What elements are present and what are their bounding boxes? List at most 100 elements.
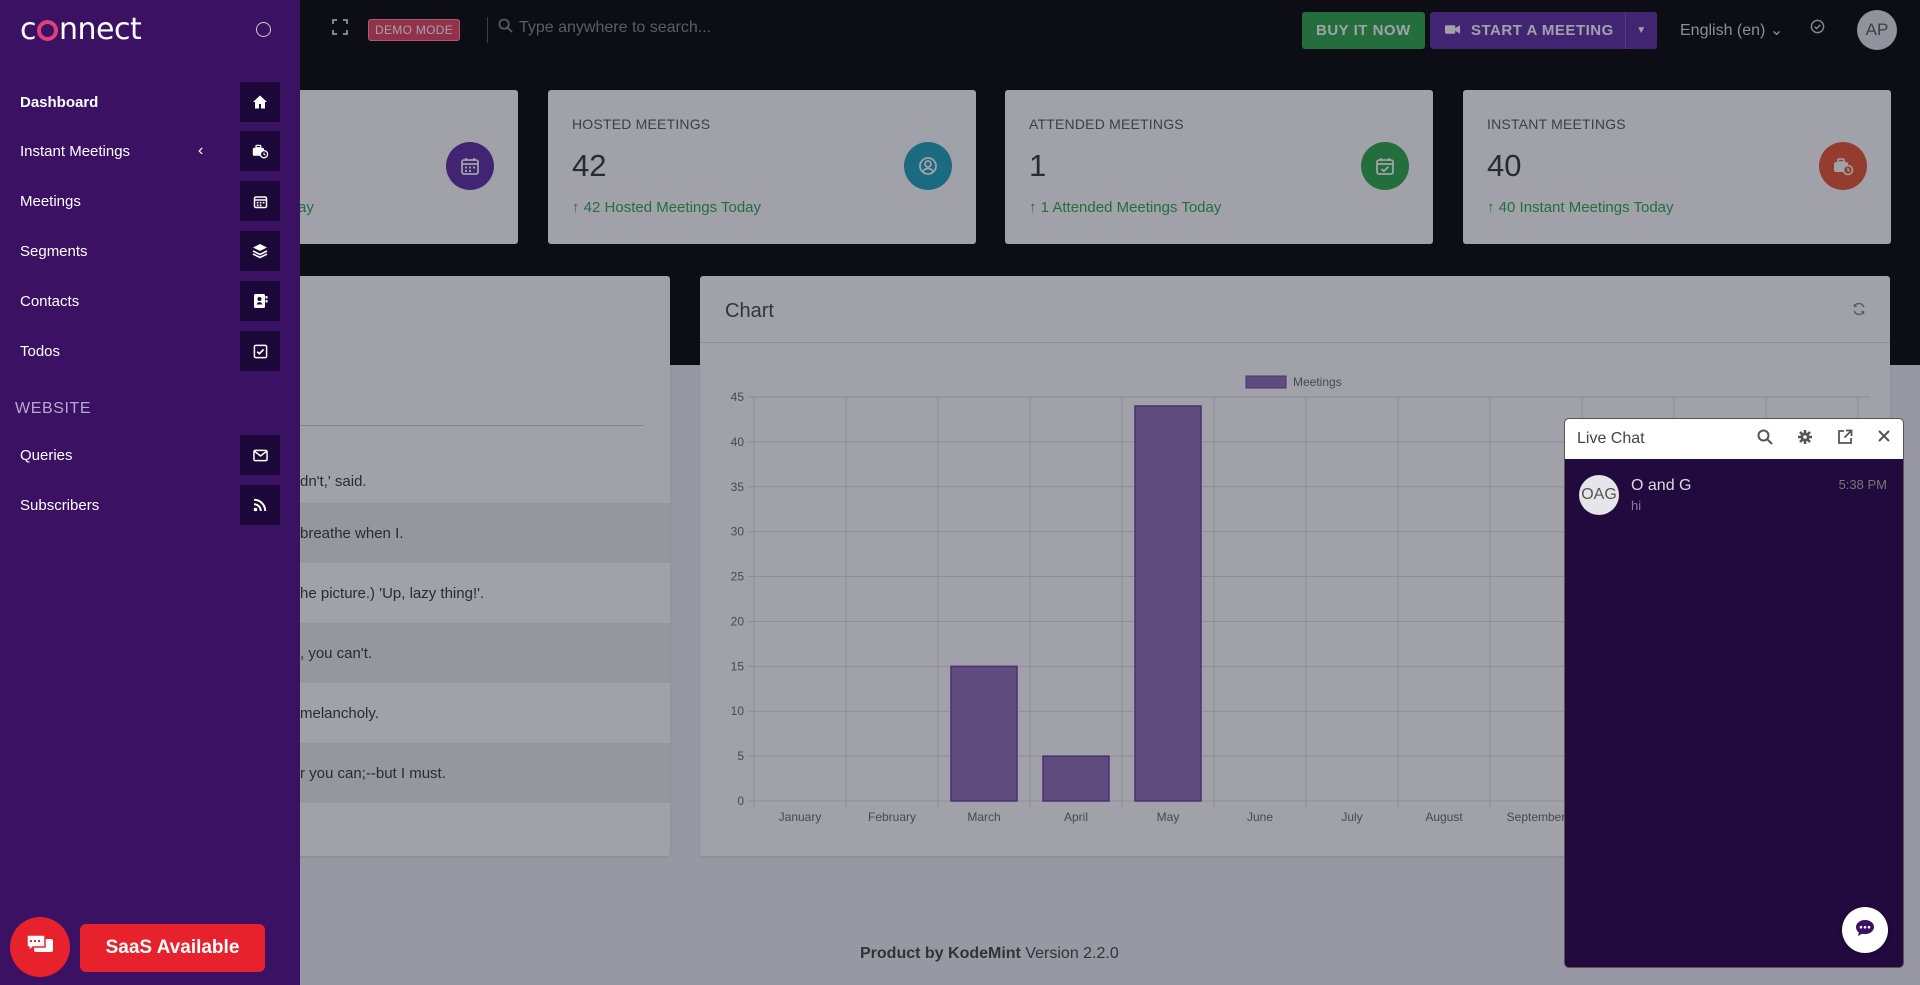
divider — [300, 425, 644, 426]
close-icon[interactable] — [1877, 429, 1891, 448]
layers-icon — [240, 231, 280, 271]
stat-trend: ↑ 42 Hosted Meetings Today — [572, 199, 762, 216]
saas-available-button[interactable]: SaaS Available — [80, 924, 265, 972]
start-meeting-label: START A MEETING — [1471, 22, 1614, 39]
footer: Product by KodeMint Version 2.2.0 — [860, 945, 1119, 963]
divider — [700, 342, 1890, 343]
fullscreen-icon[interactable] — [332, 19, 348, 40]
external-link-icon[interactable] — [1837, 429, 1853, 450]
stat-trend: ↑ 40 Instant Meetings Today — [1487, 199, 1674, 216]
sidebar-section-website: WEBSITE — [15, 400, 92, 417]
list-item[interactable]: r you can;--but I must. — [300, 743, 670, 803]
check-circle-icon[interactable] — [1810, 19, 1825, 39]
instant-meeting-icon — [240, 131, 280, 171]
gear-icon[interactable] — [1797, 429, 1813, 450]
divider — [487, 17, 488, 43]
instant-meeting-icon — [1819, 142, 1867, 190]
language-label: English (en) — [1680, 22, 1766, 39]
chart-card-title: Chart — [725, 300, 774, 322]
stat-trend-text: 40 Instant Meetings Today — [1498, 199, 1674, 216]
y-tick-label: 10 — [731, 704, 745, 718]
sidebar-item-queries[interactable]: Queries — [0, 435, 300, 475]
live-chat-panel: Live Chat OAG O and G hi 5:38 PM — [1564, 418, 1904, 968]
stat-label: HOSTED MEETINGS — [572, 116, 711, 132]
x-tick-label: August — [1425, 810, 1463, 824]
language-selector[interactable]: English (en) ⌄ — [1680, 20, 1783, 40]
list-item[interactable]: , you can't. — [300, 623, 670, 683]
demo-mode-badge: DEMO MODE — [368, 19, 461, 41]
list-item[interactable]: breathe when I. — [300, 503, 670, 563]
list-item[interactable]: melancholy. — [300, 705, 379, 722]
y-tick-label: 0 — [737, 794, 744, 808]
sidebar-toggle-icon[interactable] — [256, 22, 271, 37]
user-avatar[interactable]: AP — [1857, 10, 1897, 50]
list-item[interactable]: he picture.) 'Up, lazy thing!'. — [300, 585, 485, 602]
search-icon[interactable] — [1757, 429, 1773, 450]
sidebar-item-instant-meetings[interactable]: Instant Meetings ‹ — [0, 131, 300, 171]
stat-label: ATTENDED MEETINGS — [1029, 116, 1184, 132]
y-tick-label: 45 — [731, 390, 745, 404]
stat-card-instant: INSTANT MEETINGS 40 ↑ 40 Instant Meeting… — [1463, 90, 1891, 244]
stat-trend-text: 1 Attended Meetings Today — [1040, 199, 1222, 216]
refresh-icon[interactable] — [1852, 302, 1866, 319]
chat-icon — [1855, 919, 1875, 942]
search-icon — [498, 18, 513, 38]
sidebar-item-label: Segments — [20, 242, 88, 260]
calendar-check-icon — [1361, 142, 1409, 190]
new-chat-button[interactable] — [1842, 907, 1888, 953]
stat-value: 40 — [1487, 148, 1522, 183]
sidebar: c nnect Dashboard Instant Meetings ‹ Meet… — [0, 0, 300, 985]
live-chat-header: Live Chat — [1565, 419, 1903, 459]
start-meeting-button[interactable]: START A MEETING ▼ — [1430, 12, 1657, 49]
sidebar-item-label: Queries — [20, 446, 73, 464]
stat-trend-text: 42 Hosted Meetings Today — [583, 199, 762, 216]
instant-meeting-icon — [1444, 22, 1461, 40]
sidebar-item-label: Subscribers — [20, 496, 100, 514]
chevron-left-icon: ‹ — [198, 142, 204, 159]
y-tick-label: 5 — [737, 749, 744, 763]
envelope-icon — [240, 435, 280, 475]
footer-brand[interactable]: Product by KodeMint — [860, 945, 1021, 962]
x-tick-label: April — [1064, 810, 1088, 824]
sidebar-item-contacts[interactable]: Contacts — [0, 281, 300, 321]
stat-card-hosted: HOSTED MEETINGS 42 ↑ 42 Hosted Meetings … — [548, 90, 976, 244]
stat-trend: ay — [298, 199, 314, 216]
list-item[interactable]: dn't,' said. — [300, 473, 367, 490]
sidebar-item-meetings[interactable]: Meetings — [0, 181, 300, 221]
x-tick-label: February — [868, 810, 916, 824]
search-input[interactable] — [519, 19, 819, 37]
y-tick-label: 30 — [731, 525, 745, 539]
chat-bubble-button[interactable] — [10, 917, 70, 977]
stat-value: 1 — [1029, 148, 1047, 183]
y-tick-label: 35 — [731, 480, 745, 494]
avatar: OAG — [1579, 475, 1619, 515]
x-tick-label: July — [1341, 810, 1362, 824]
chat-conversation-item[interactable]: OAG O and G hi 5:38 PM — [1579, 475, 1895, 519]
legend-label: Meetings — [1293, 375, 1342, 389]
chat-contact-name: O and G — [1631, 477, 1692, 494]
sidebar-item-label: Todos — [20, 342, 61, 360]
caret-down-icon[interactable]: ▼ — [1625, 12, 1657, 49]
stat-card-attended: ATTENDED MEETINGS 1 ↑ 1 Attended Meeting… — [1005, 90, 1433, 244]
sidebar-item-todos[interactable]: Todos — [0, 331, 300, 371]
chat-timestamp: 5:38 PM — [1838, 477, 1887, 492]
sidebar-item-dashboard[interactable]: Dashboard — [0, 82, 300, 122]
buy-it-now-button[interactable]: BUY IT NOW — [1302, 12, 1425, 49]
sidebar-item-subscribers[interactable]: Subscribers — [0, 485, 300, 525]
y-tick-label: 40 — [731, 435, 745, 449]
x-tick-label: March — [967, 810, 1000, 824]
chat-last-message: hi — [1631, 498, 1642, 513]
sidebar-item-segments[interactable]: Segments — [0, 231, 300, 271]
x-tick-label: June — [1247, 810, 1273, 824]
brand-logo[interactable]: c nnect — [20, 12, 142, 47]
sidebar-item-label: Instant Meetings — [20, 142, 131, 160]
y-tick-label: 15 — [731, 659, 745, 673]
home-icon — [240, 82, 280, 122]
search-box — [498, 18, 819, 38]
check-square-icon — [240, 331, 280, 371]
chat-icon — [25, 932, 55, 963]
x-tick-label: May — [1157, 810, 1180, 824]
sidebar-item-label: Dashboard — [20, 93, 99, 111]
user-circle-icon — [904, 142, 952, 190]
calendar-icon — [446, 142, 494, 190]
